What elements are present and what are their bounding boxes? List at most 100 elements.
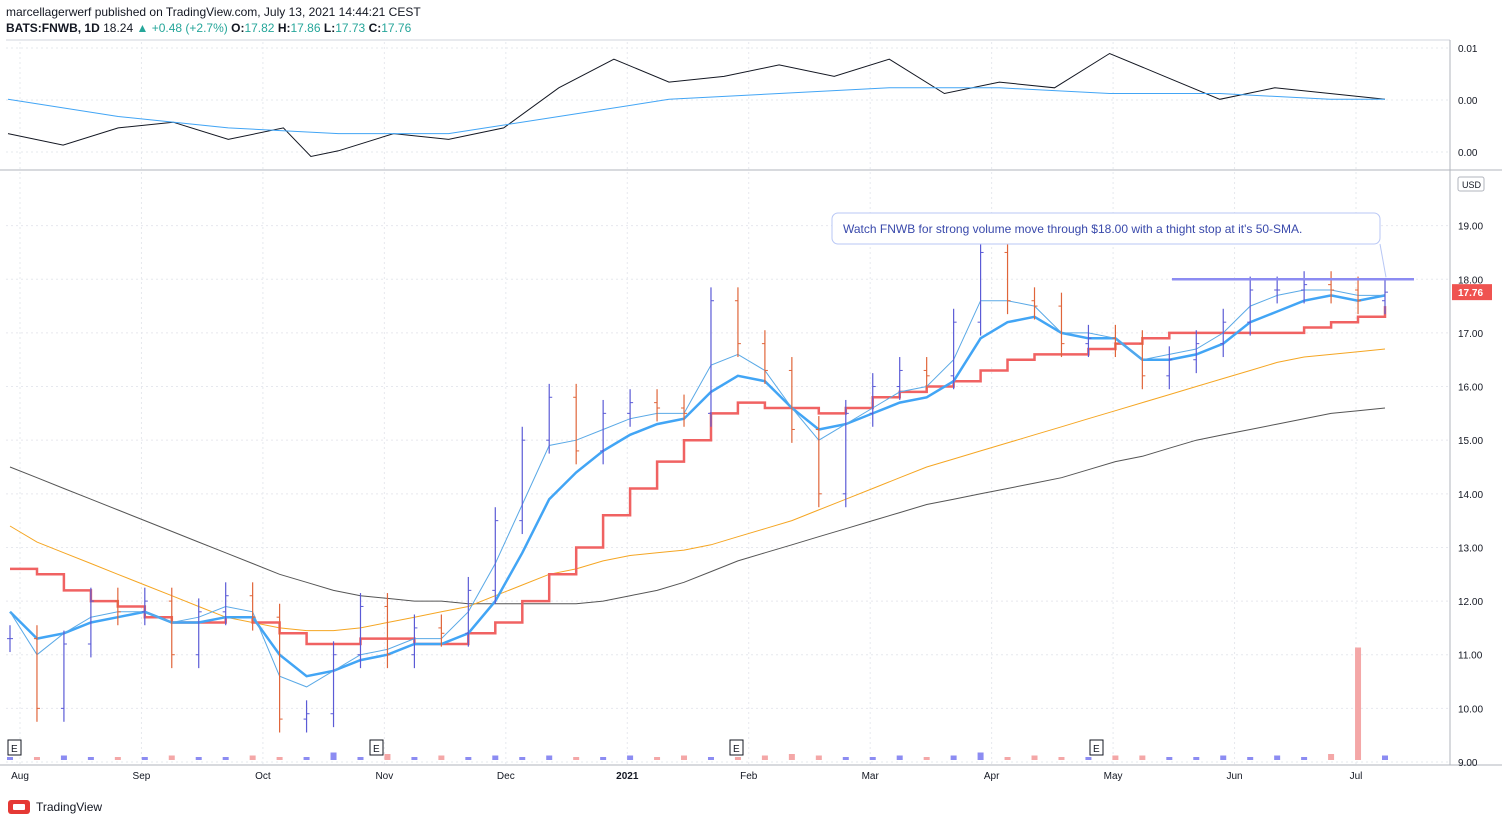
volume-bar	[87, 757, 94, 760]
x-tick-label: Jun	[1226, 771, 1242, 782]
x-tick-label: Jul	[1350, 771, 1363, 782]
currency-badge	[1457, 176, 1485, 192]
change-value: ▲ +0.48 (+2.7%)	[136, 21, 228, 35]
y-tick-label: 11.00	[1458, 651, 1483, 662]
last-price-badge	[1452, 284, 1492, 301]
y-tick-label: 16.00	[1458, 383, 1483, 394]
indicator-series-line	[7, 52, 1386, 158]
volume-bar	[1085, 757, 1092, 760]
y-tick-label: 19.00	[1458, 222, 1483, 233]
volume-bar	[1004, 757, 1011, 760]
x-tick-label: 2021	[616, 771, 639, 782]
ohlc-bar	[168, 587, 175, 669]
ohlc-bar	[303, 700, 310, 733]
volume-bar	[249, 755, 256, 760]
ohlc-bar	[87, 587, 94, 658]
volume-bar	[1193, 757, 1200, 760]
ohlc-bar	[519, 426, 526, 535]
x-tick-label: Aug	[11, 771, 29, 782]
x-tick-label: Feb	[740, 771, 758, 782]
chart-header: marcellagerwerf published on TradingView…	[6, 4, 421, 36]
volume-bar	[869, 757, 876, 760]
volume-bar	[842, 757, 849, 760]
earnings-marker-label: E	[1093, 744, 1100, 755]
volume-bar	[654, 757, 661, 760]
ohlc-bar	[654, 389, 661, 422]
volume-bar	[141, 757, 148, 760]
annotation-pointer	[1379, 243, 1387, 278]
ohlc-bar	[1112, 324, 1119, 358]
ohlc-bar	[815, 416, 822, 508]
ohlc-bar	[1355, 276, 1362, 315]
volume-bar	[1112, 755, 1119, 760]
volume-bar	[222, 757, 229, 760]
ohlc-bar	[1193, 330, 1200, 374]
tradingview-logo[interactable]: TradingView	[8, 800, 102, 814]
ohlc-bar	[707, 287, 714, 427]
volume-bar	[1355, 647, 1362, 760]
ohlc-bar	[1220, 308, 1227, 358]
ohlc-bar	[1031, 287, 1038, 320]
volume-bar	[1058, 757, 1065, 760]
indicator-y-tick-label: 0.01	[1458, 44, 1478, 55]
high-value: 17.86	[290, 21, 321, 35]
annotation-callout: Watch FNWB for strong volume move throug…	[831, 212, 1387, 278]
y-tick-label: 9.00	[1458, 758, 1478, 769]
annotation-text: Watch FNWB for strong volume move throug…	[843, 222, 1302, 236]
ohlc-bar	[1085, 324, 1092, 358]
ohlc-bar	[411, 614, 418, 669]
y-tick-label: 18.00	[1458, 275, 1483, 286]
volume-bar	[1166, 757, 1173, 760]
ohlc-bar	[1328, 271, 1335, 304]
author-name[interactable]: marcellagerwerf	[6, 5, 92, 19]
ohlc-bar	[573, 383, 580, 465]
ohlc-bar	[1301, 271, 1308, 304]
volume-bar	[1247, 757, 1254, 760]
x-tick-label: Dec	[497, 771, 515, 782]
y-tick-label: 10.00	[1458, 704, 1483, 715]
volume-bar	[303, 757, 310, 760]
indicator-y-tick-label: 0.00	[1458, 96, 1478, 107]
volume-bar	[923, 757, 930, 760]
ohlc-bar	[546, 383, 553, 454]
low-value: 17.73	[335, 21, 366, 35]
y-tick-label: 14.00	[1458, 490, 1483, 501]
ohlc-bar	[1166, 346, 1173, 390]
x-tick-label: Sep	[133, 771, 151, 782]
high-label: H:	[277, 21, 291, 35]
ohlc-bar	[842, 399, 849, 508]
ohlc-bar	[1139, 330, 1146, 390]
ohlc-bar	[1004, 239, 1011, 315]
tradingview-logo-icon	[8, 800, 30, 814]
y-tick-label: 15.00	[1458, 436, 1483, 447]
volume-bar	[465, 757, 472, 760]
annotation-box	[831, 212, 1381, 245]
volume-bar	[357, 757, 364, 760]
volume-bar	[7, 757, 13, 760]
earnings-marker-label: E	[11, 744, 18, 755]
earnings-marker-box	[1089, 739, 1104, 756]
volume-bar	[977, 752, 984, 760]
open-label: O:	[231, 21, 245, 35]
volume-bar	[195, 757, 202, 760]
volume-bar	[1274, 755, 1281, 760]
ohlc-bar	[761, 330, 768, 384]
price-value: 18.24	[103, 21, 134, 35]
ohlc-legend: BATS:FNWB, 1D 18.24 ▲ +0.48 (+2.7%) O: 17…	[6, 20, 421, 36]
volume-bar	[276, 757, 283, 760]
ohlc-bar	[60, 630, 67, 722]
symbol-label[interactable]: BATS:FNWB, 1D	[6, 21, 100, 35]
volume-bar	[438, 755, 445, 760]
ohlc-bar	[788, 357, 795, 443]
volume-bar	[896, 755, 903, 760]
earnings-marker-box	[7, 739, 22, 756]
volume-bar	[114, 757, 121, 760]
ohlc-bar	[1058, 292, 1065, 358]
earnings-marker-box	[729, 739, 744, 756]
published-text: published on TradingView.com, July 13, 2…	[94, 5, 421, 19]
ohlc-bar	[195, 598, 202, 669]
earnings-marker-label: E	[373, 744, 380, 755]
ohlc-bar	[734, 287, 741, 358]
volume-bar	[600, 757, 607, 760]
